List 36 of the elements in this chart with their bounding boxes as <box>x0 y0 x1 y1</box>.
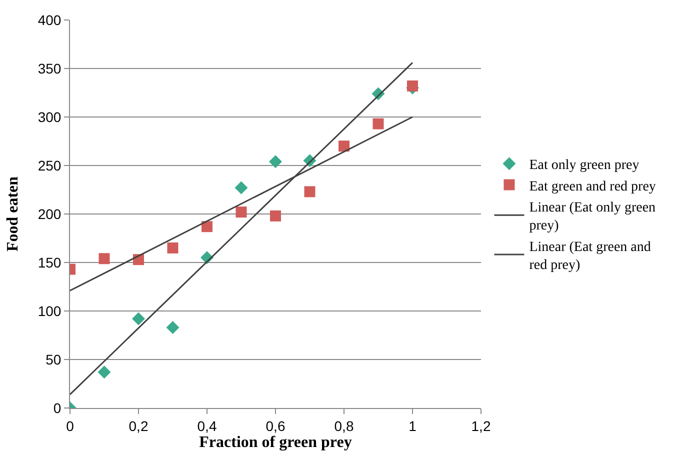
legend-label: Linear (Eat only green prey) <box>529 200 656 234</box>
y-tick-label: 200 <box>38 206 62 222</box>
legend-label: Eat only green prey <box>529 158 640 174</box>
point <box>269 155 282 168</box>
y-tick-label: 100 <box>38 302 62 319</box>
x-tick-label: 1,2 <box>471 418 491 434</box>
x-axis-title: Fraction of green prey <box>199 434 352 451</box>
y-tick-label: 350 <box>38 60 62 76</box>
point <box>202 221 212 232</box>
point <box>338 140 350 152</box>
legend-label: Linear (Eat green and red prey) <box>529 240 651 274</box>
x-tick-label: 0,2 <box>128 418 148 434</box>
y-tick-label: 400 <box>38 12 62 28</box>
point <box>132 312 145 326</box>
x-tick-label: 0 <box>66 418 74 434</box>
point <box>236 206 247 218</box>
point <box>270 210 281 222</box>
y-axis-title: Food eaten <box>4 176 22 252</box>
legend-label: Eat green and red prey <box>529 179 656 194</box>
x-tick-label: 0,6 <box>266 418 286 434</box>
y-tick-label: 300 <box>38 108 62 125</box>
y-tick-label: 0 <box>53 400 62 416</box>
point <box>304 186 316 198</box>
x-tick-label: 1 <box>408 418 417 434</box>
point <box>166 320 180 334</box>
y-tick-label: 50 <box>46 351 62 368</box>
point <box>98 366 111 379</box>
point <box>167 242 178 254</box>
point <box>98 253 110 264</box>
point <box>234 181 248 194</box>
point <box>372 118 384 130</box>
x-tick-label: 0,4 <box>197 418 217 434</box>
point <box>407 80 418 92</box>
y-tick-label: 150 <box>38 254 62 270</box>
y-tick-label: 250 <box>38 157 62 174</box>
x-tick-label: 0,8 <box>334 418 354 434</box>
